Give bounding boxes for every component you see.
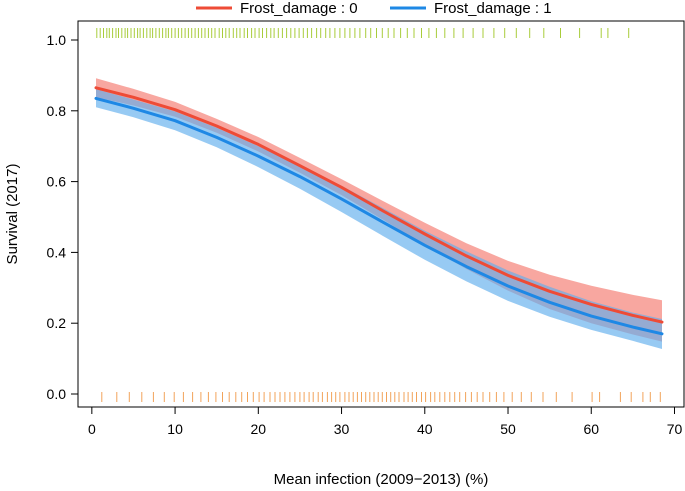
legend-label-frost-damage-1: Frost_damage : 1 xyxy=(434,0,552,17)
y-axis-title: Survival (2017) xyxy=(4,164,21,265)
x-axis-title: Mean infection (2009−2013) (%) xyxy=(274,471,489,488)
series-line-0 xyxy=(94,86,664,324)
y-tick-label-0: 0.0 xyxy=(47,386,67,402)
x-tick-label-4: 40 xyxy=(417,421,433,437)
x-tick-label-2: 20 xyxy=(251,421,267,437)
x-tick-label-6: 60 xyxy=(583,421,599,437)
x-tick-label-5: 50 xyxy=(500,421,516,437)
series-lines xyxy=(94,86,664,336)
legend: Frost_damage : 0 Frost_damage : 1 xyxy=(196,0,552,17)
rug-marks xyxy=(96,28,661,402)
x-tick-label-7: 70 xyxy=(667,421,683,437)
confidence-bands xyxy=(96,78,662,349)
y-tick-label-5: 1.0 xyxy=(47,32,67,48)
y-tick-label-4: 0.8 xyxy=(47,103,67,119)
x-tick-label-1: 10 xyxy=(167,421,183,437)
y-tick-label-2: 0.4 xyxy=(47,244,67,260)
axes: 0 10 20 30 40 50 60 70 0.0 0.2 0.4 0.6 0.8 1.0 xyxy=(47,32,683,437)
x-tick-label-3: 30 xyxy=(334,421,350,437)
series-line-1 xyxy=(94,96,664,336)
y-tick-label-3: 0.6 xyxy=(47,174,67,190)
legend-label-frost-damage-0: Frost_damage : 0 xyxy=(240,0,358,17)
x-tick-label-0: 0 xyxy=(88,421,96,437)
y-tick-label-1: 0.2 xyxy=(47,315,67,331)
